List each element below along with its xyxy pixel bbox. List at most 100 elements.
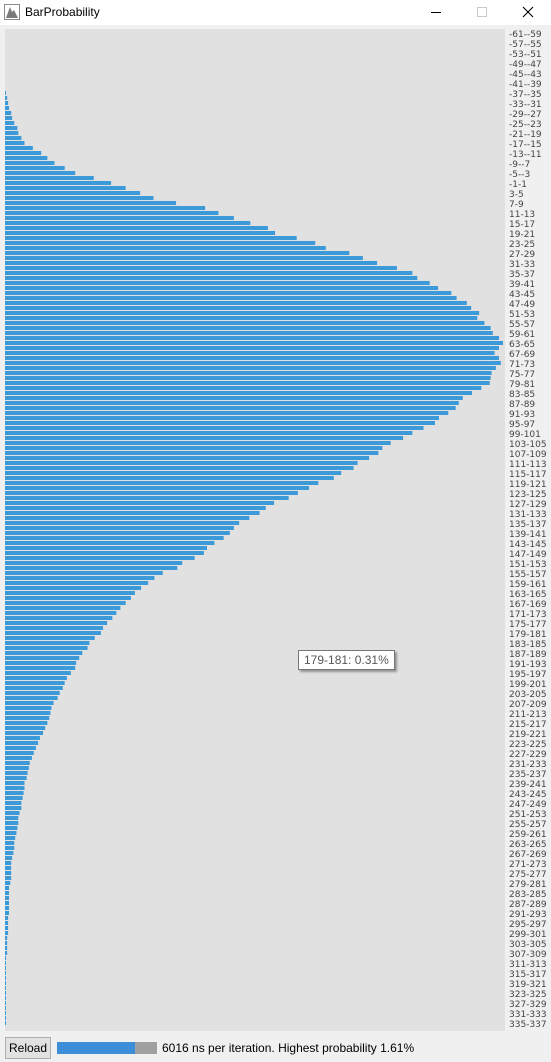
- bar--17--15[interactable]: [5, 141, 25, 145]
- bar-227-229[interactable]: [5, 751, 34, 755]
- bar-255-257[interactable]: [5, 821, 19, 825]
- bar-243-245[interactable]: [5, 791, 24, 795]
- bar-21-23[interactable]: [5, 236, 297, 240]
- bar-253-255[interactable]: [5, 816, 19, 820]
- bar--19--17[interactable]: [5, 136, 22, 140]
- bar-307-309[interactable]: [5, 951, 8, 955]
- bar-133-135[interactable]: [5, 516, 250, 520]
- bar-179-181[interactable]: [5, 631, 101, 635]
- bar-123-125[interactable]: [5, 491, 298, 495]
- bar-171-173[interactable]: [5, 611, 117, 615]
- bar-275-277[interactable]: [5, 871, 12, 875]
- bar-291-293[interactable]: [5, 911, 10, 915]
- bar-27-29[interactable]: [5, 251, 350, 255]
- bar-75-77[interactable]: [5, 371, 492, 375]
- bar-77-79[interactable]: [5, 376, 491, 380]
- bar-263-265[interactable]: [5, 841, 15, 845]
- bar-167-169[interactable]: [5, 601, 126, 605]
- bar-93-95[interactable]: [5, 416, 439, 420]
- close-button[interactable]: [505, 0, 551, 25]
- bar-265-267[interactable]: [5, 846, 15, 850]
- bar-115-117[interactable]: [5, 471, 342, 475]
- bar-25-27[interactable]: [5, 246, 326, 250]
- bar-215-217[interactable]: [5, 721, 48, 725]
- bar-273-275[interactable]: [5, 866, 12, 870]
- bar--31--29[interactable]: [5, 106, 10, 110]
- bar-143-145[interactable]: [5, 541, 215, 545]
- bar-5-7[interactable]: [5, 196, 154, 200]
- bar-45-47[interactable]: [5, 296, 457, 300]
- bar-125-127[interactable]: [5, 496, 289, 500]
- bar--9--7[interactable]: [5, 161, 55, 165]
- bar-203-205[interactable]: [5, 691, 60, 695]
- bar-205-207[interactable]: [5, 696, 58, 700]
- bar--27--25[interactable]: [5, 116, 13, 120]
- bar--5--3[interactable]: [5, 171, 76, 175]
- bar-177-179[interactable]: [5, 626, 104, 630]
- bar-293-295[interactable]: [5, 916, 9, 920]
- bar-225-227[interactable]: [5, 746, 36, 750]
- bar-209-211[interactable]: [5, 706, 52, 710]
- bar-325-327[interactable]: [5, 996, 6, 1000]
- bar-149-151[interactable]: [5, 556, 195, 560]
- bar-61-63[interactable]: [5, 336, 499, 340]
- bar-295-297[interactable]: [5, 921, 9, 925]
- bar-89-91[interactable]: [5, 406, 456, 410]
- bar-165-167[interactable]: [5, 596, 131, 600]
- bar-71-73[interactable]: [5, 361, 501, 365]
- bar-157-159[interactable]: [5, 576, 155, 580]
- bar-55-57[interactable]: [5, 321, 485, 325]
- bar-305-307[interactable]: [5, 946, 8, 950]
- bar-169-171[interactable]: [5, 606, 121, 610]
- bar-95-97[interactable]: [5, 421, 435, 425]
- bar-37-39[interactable]: [5, 276, 418, 280]
- bar-261-263[interactable]: [5, 836, 16, 840]
- bar-121-123[interactable]: [5, 486, 310, 490]
- bar-151-153[interactable]: [5, 561, 183, 565]
- bar-163-165[interactable]: [5, 591, 135, 595]
- bar-211-213[interactable]: [5, 711, 51, 715]
- bar-279-281[interactable]: [5, 881, 11, 885]
- bar-173-175[interactable]: [5, 616, 113, 620]
- bar-223-225[interactable]: [5, 741, 39, 745]
- bar-141-143[interactable]: [5, 536, 224, 540]
- bar-271-273[interactable]: [5, 861, 12, 865]
- bar-87-89[interactable]: [5, 401, 459, 405]
- minimize-button[interactable]: [413, 0, 459, 25]
- bar--25--23[interactable]: [5, 121, 15, 125]
- bar-235-237[interactable]: [5, 771, 28, 775]
- bar-83-85[interactable]: [5, 391, 473, 395]
- bar-259-261[interactable]: [5, 831, 17, 835]
- bar-147-149[interactable]: [5, 551, 204, 555]
- bar-207-209[interactable]: [5, 701, 54, 705]
- bar-3-5[interactable]: [5, 191, 141, 195]
- bar-267-269[interactable]: [5, 851, 14, 855]
- bar-117-119[interactable]: [5, 476, 334, 480]
- bar-39-41[interactable]: [5, 281, 430, 285]
- bar-97-99[interactable]: [5, 426, 424, 430]
- bar-69-71[interactable]: [5, 356, 499, 360]
- bar-53-55[interactable]: [5, 316, 478, 320]
- bar-303-305[interactable]: [5, 941, 8, 945]
- reload-button[interactable]: Reload: [5, 1037, 51, 1059]
- bar--1-1[interactable]: [5, 181, 112, 185]
- bar-111-113[interactable]: [5, 461, 358, 465]
- bar--21--19[interactable]: [5, 131, 19, 135]
- bar-213-215[interactable]: [5, 716, 50, 720]
- bar-187-189[interactable]: [5, 651, 83, 655]
- bar-127-129[interactable]: [5, 501, 275, 505]
- bar-217-219[interactable]: [5, 726, 46, 730]
- bar-333-335[interactable]: [5, 1016, 6, 1020]
- bar-185-187[interactable]: [5, 646, 88, 650]
- bar-313-315[interactable]: [5, 966, 6, 970]
- bar-145-147[interactable]: [5, 546, 207, 550]
- bar-49-51[interactable]: [5, 306, 472, 310]
- bar-11-13[interactable]: [5, 211, 219, 215]
- bar-67-69[interactable]: [5, 351, 495, 355]
- bar-219-221[interactable]: [5, 731, 44, 735]
- bar-73-75[interactable]: [5, 366, 496, 370]
- bar-183-185[interactable]: [5, 641, 90, 645]
- bar--13--11[interactable]: [5, 151, 42, 155]
- bar-41-43[interactable]: [5, 286, 439, 290]
- bar-237-239[interactable]: [5, 776, 27, 780]
